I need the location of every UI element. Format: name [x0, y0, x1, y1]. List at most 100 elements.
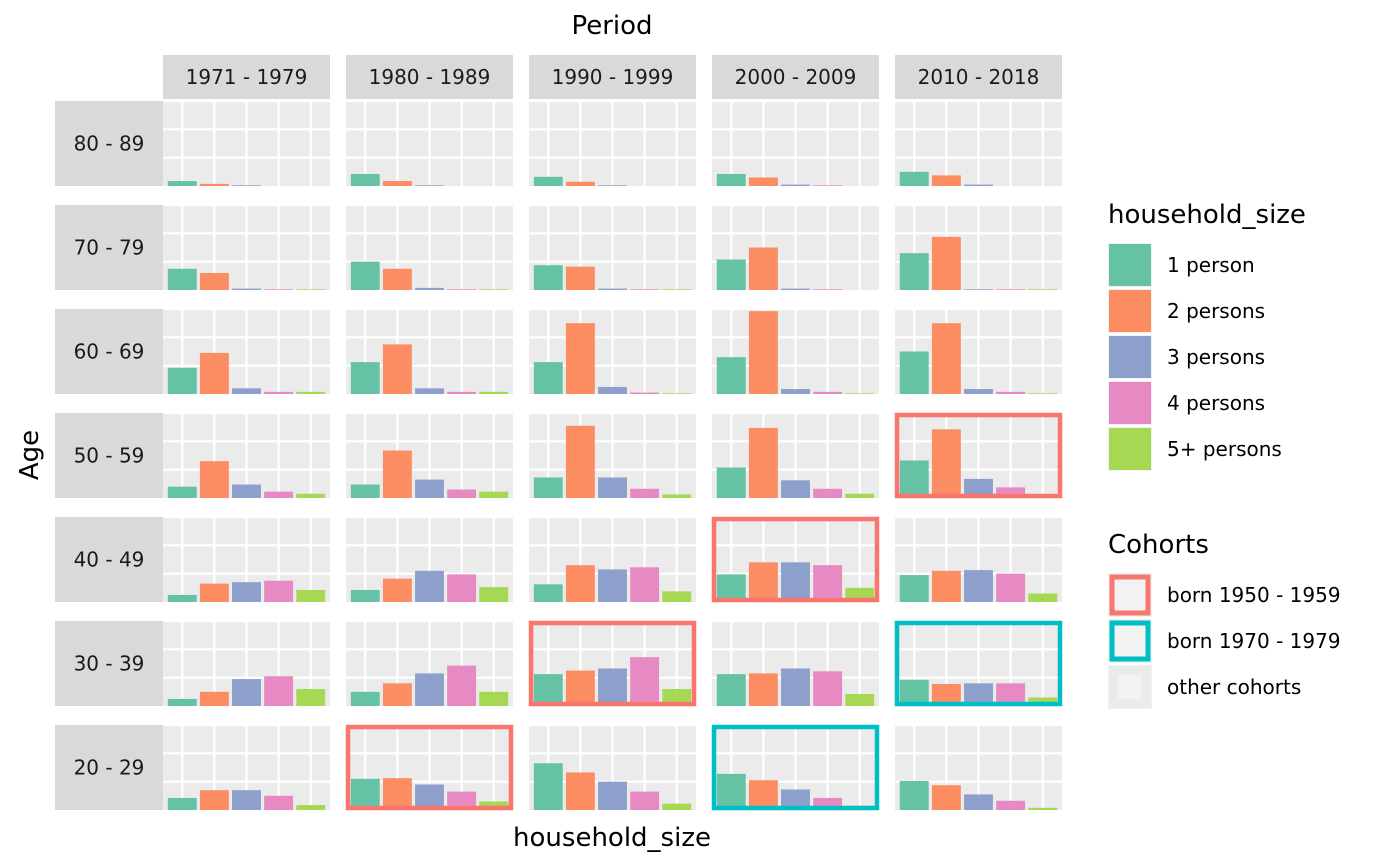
- strip-background: [712, 55, 879, 99]
- bar-1-person: [167, 268, 197, 290]
- facet-panel: [895, 619, 1062, 706]
- bar-3-persons: [415, 185, 444, 186]
- bar-4-persons: [630, 567, 660, 602]
- facet-panel: [529, 411, 696, 498]
- bar-5-persons: [296, 689, 326, 706]
- bar-2-persons: [931, 570, 961, 602]
- bar-5-persons: [479, 587, 509, 602]
- bar-3-persons: [415, 673, 444, 706]
- bar-3-persons: [781, 184, 810, 186]
- legend-label: 2 persons: [1167, 299, 1265, 323]
- bar-5-persons: [296, 589, 326, 602]
- facet-row-label: 80 - 89: [74, 132, 145, 156]
- bar-2-persons: [565, 772, 595, 810]
- bar-2-persons: [748, 427, 778, 498]
- legend-item: 4 persons: [1108, 381, 1265, 425]
- cohort-highlight-born-1950-1959: [711, 516, 880, 603]
- facet-panel: [163, 203, 330, 290]
- bar-1-person: [350, 484, 380, 498]
- bar-1-person: [716, 467, 746, 498]
- facet-row-label: 70 - 79: [74, 236, 145, 260]
- bar-2-persons: [199, 183, 229, 186]
- bar-3-persons: [232, 388, 261, 394]
- bar-5-persons: [296, 493, 326, 498]
- legend-label: 5+ persons: [1167, 437, 1282, 461]
- bar-5-persons: [479, 391, 509, 394]
- bar-2-persons: [382, 683, 412, 706]
- cohort-highlight-born-1950-1959: [894, 412, 1063, 499]
- facet-row-label: 40 - 49: [74, 548, 145, 572]
- legend-label: born 1970 - 1979: [1167, 629, 1341, 653]
- bar-3-persons: [598, 288, 627, 290]
- legend-item: other cohorts: [1108, 665, 1301, 709]
- facet-panel: [895, 307, 1062, 394]
- bar-2-persons: [748, 673, 778, 706]
- facet-panel: [712, 515, 879, 602]
- bar-4-persons: [447, 791, 477, 810]
- facet-panel: [529, 99, 696, 186]
- bar-2-persons: [748, 562, 778, 602]
- bar-2-persons: [199, 273, 229, 290]
- bar-2-persons: [199, 583, 229, 602]
- bar-2-persons: [199, 691, 229, 706]
- legend-swatch: [1109, 336, 1151, 378]
- bar-5-persons: [479, 691, 509, 706]
- legend-cohorts: Cohorts born 1950 - 1959 born 1970 - 1979 o…: [1108, 530, 1341, 709]
- bar-4-persons: [996, 391, 1026, 394]
- bar-1-person: [716, 574, 746, 602]
- bar-2-persons: [565, 670, 595, 706]
- bar-2-persons: [931, 684, 961, 706]
- legend-label: other cohorts: [1167, 675, 1301, 699]
- facet-row-strips: 80 - 89 70 - 79 60 - 69 50 - 59 40 - 49 30 - …: [55, 101, 163, 810]
- cohort-highlight-born-1950-1959: [345, 724, 514, 811]
- facet-panel: [529, 307, 696, 394]
- bar-5-persons: [662, 393, 692, 394]
- legend-swatch: [1109, 428, 1151, 470]
- bar-2-persons: [931, 429, 961, 498]
- facet-panel: [346, 203, 513, 290]
- bar-2-persons: [382, 778, 412, 810]
- strip-background: [55, 621, 163, 706]
- bar-3-persons: [781, 480, 810, 498]
- legend-household-size: household_size 1 person 2 persons 3 persons…: [1108, 200, 1306, 471]
- bar-5-persons: [296, 805, 326, 810]
- bar-3-persons: [232, 790, 261, 810]
- facet-row-label: 30 - 39: [74, 652, 145, 676]
- bar-4-persons: [996, 573, 1026, 602]
- legend-item: 2 persons: [1108, 289, 1265, 333]
- bar-5-persons: [845, 693, 875, 706]
- facet-panel: [895, 723, 1062, 810]
- facet-panel: [346, 619, 513, 706]
- legend-swatch: [1109, 574, 1151, 616]
- facet-row-strip: 20 - 29: [55, 725, 163, 810]
- bar-2-persons: [199, 790, 229, 810]
- bar-1-person: [533, 362, 563, 394]
- facet-column-label: 1980 - 1989: [369, 65, 491, 89]
- facet-panel: [346, 515, 513, 602]
- facet-panel: [712, 307, 879, 394]
- bar-3-persons: [598, 477, 627, 498]
- facet-column-strip: 1980 - 1989: [346, 55, 513, 99]
- strip-background: [163, 55, 330, 99]
- legend-label: born 1950 - 1959: [1167, 583, 1341, 607]
- facet-panel: [346, 723, 513, 810]
- bar-4-persons: [630, 392, 660, 394]
- facet-column-label: 2000 - 2009: [735, 65, 857, 89]
- bar-2-persons: [565, 266, 595, 290]
- bar-3-persons: [781, 562, 810, 602]
- facet-row-strip: 60 - 69: [55, 309, 163, 394]
- facet-panel: [712, 619, 879, 706]
- bar-5-persons: [845, 493, 875, 498]
- bar-1-person: [899, 253, 929, 290]
- facet-panel: [895, 203, 1062, 290]
- facet-column-strip: 1990 - 1999: [529, 55, 696, 99]
- legend-item: 1 person: [1108, 243, 1255, 287]
- bar-1-person: [899, 351, 929, 394]
- bar-1-person: [899, 679, 929, 706]
- bar-5-persons: [1028, 807, 1058, 810]
- bar-3-persons: [781, 789, 810, 810]
- bar-4-persons: [996, 800, 1026, 810]
- bar-4-persons: [264, 289, 294, 290]
- legend-item: 3 persons: [1108, 335, 1265, 379]
- bar-5-persons: [1028, 289, 1058, 290]
